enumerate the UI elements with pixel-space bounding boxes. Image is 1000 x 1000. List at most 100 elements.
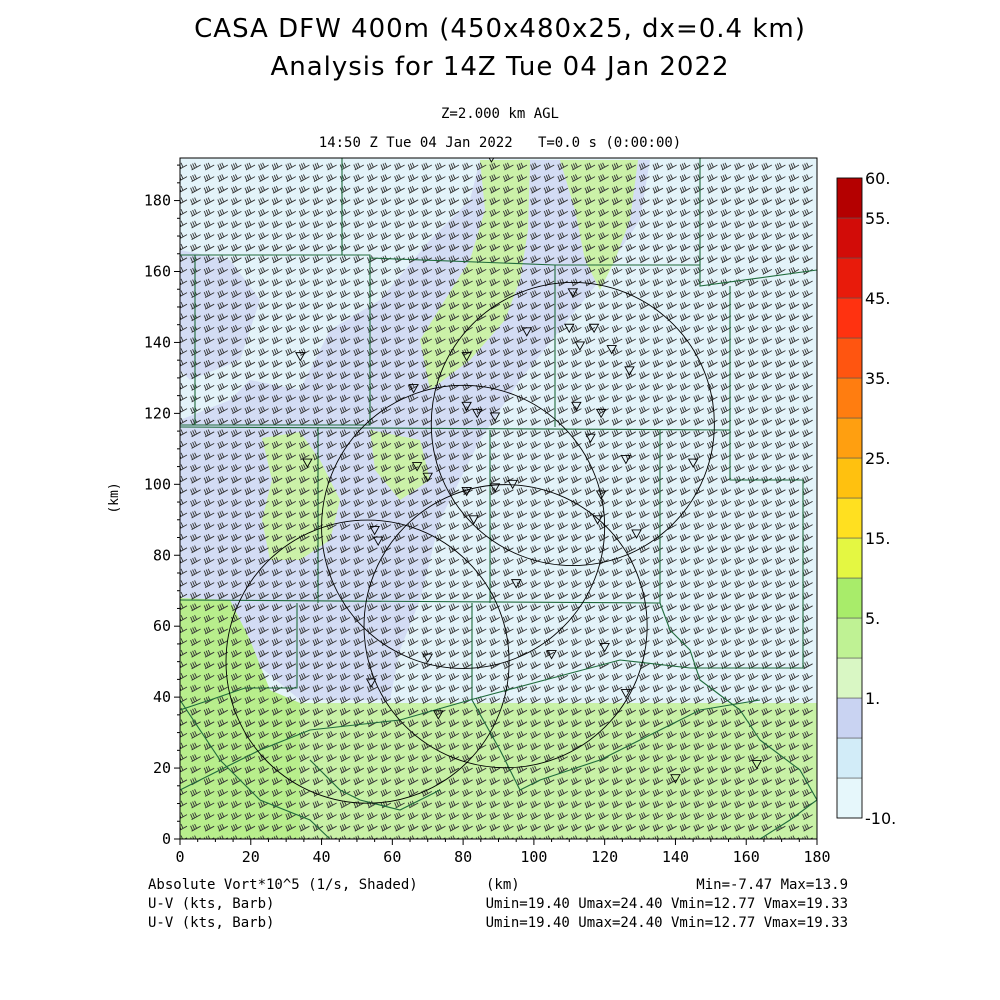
wind-barb — [761, 406, 773, 414]
wind-barb — [394, 336, 405, 345]
wind-barb — [611, 626, 623, 635]
wind-barb — [679, 336, 691, 345]
wind-barb — [394, 394, 405, 403]
wind-barb — [366, 499, 378, 507]
wind-barb — [448, 823, 460, 832]
wind-barb — [489, 789, 501, 797]
wind-barb — [530, 649, 541, 658]
wind-barb — [584, 464, 596, 472]
wind-barb — [489, 510, 501, 519]
wind-barb — [298, 557, 310, 565]
wind-barb — [448, 371, 460, 380]
wind-barb — [190, 545, 201, 554]
wind-barb — [788, 499, 800, 507]
wind-barb — [734, 812, 745, 820]
wind-barb — [693, 812, 705, 820]
wind-barb — [353, 626, 365, 635]
wind-barb — [598, 255, 609, 264]
wind-barb — [258, 267, 269, 275]
wind-barb — [203, 278, 215, 287]
wind-barb — [230, 684, 242, 693]
station-marker — [369, 525, 380, 536]
wind-barb — [638, 278, 650, 287]
wind-barb — [394, 719, 405, 728]
wind-barb — [679, 452, 691, 461]
wind-barb — [462, 510, 473, 519]
wind-barb — [502, 429, 514, 438]
wind-barb — [788, 719, 800, 728]
wind-barb — [312, 243, 324, 252]
wind-barb — [557, 185, 569, 194]
wind-barb — [570, 464, 582, 472]
wind-barb — [652, 348, 664, 356]
wind-barb — [462, 522, 473, 530]
county-line — [180, 603, 298, 711]
wind-barb — [720, 359, 732, 368]
wind-barb — [326, 197, 337, 206]
wind-barb — [244, 290, 256, 298]
wind-barb — [217, 232, 229, 240]
wind-barb — [802, 545, 813, 554]
wind-barb — [747, 580, 759, 588]
wind-barb — [366, 406, 378, 414]
wind-barb — [285, 475, 297, 484]
wind-barb — [679, 394, 691, 403]
wind-barb — [570, 510, 582, 519]
wind-barb — [298, 325, 310, 333]
wind-barb — [448, 394, 460, 403]
wind-barb — [530, 267, 541, 275]
wind-barb — [530, 406, 541, 414]
wind-barb — [774, 754, 786, 762]
wind-barb — [625, 661, 637, 670]
wind-barb — [706, 383, 718, 391]
wind-barb — [720, 383, 732, 391]
wind-barb — [543, 754, 555, 762]
wind-barb — [638, 348, 650, 356]
wind-barb — [557, 313, 569, 322]
wind-barb — [244, 383, 256, 391]
wind-barb — [802, 591, 813, 600]
wind-barb — [679, 313, 691, 322]
wind-barb — [394, 742, 405, 751]
wind-barb — [530, 209, 541, 217]
wind-barb — [530, 661, 541, 670]
wind-barb — [230, 232, 242, 240]
wind-barb — [475, 661, 487, 670]
wind-barb — [462, 568, 473, 577]
wind-barb — [448, 441, 460, 449]
wind-barb — [530, 499, 541, 507]
wind-barb — [761, 557, 773, 565]
wind-barb — [652, 684, 664, 693]
wind-barb — [734, 510, 745, 519]
wind-barb — [217, 290, 229, 298]
wind-barb — [734, 278, 745, 287]
wind-barb — [326, 510, 337, 519]
wind-barb — [421, 452, 433, 461]
wind-barb — [190, 325, 201, 333]
wind-barb — [652, 487, 664, 496]
wind-barb — [666, 510, 677, 519]
wind-barb — [190, 696, 201, 704]
wind-barb — [679, 267, 691, 275]
wind-barb — [380, 475, 392, 484]
wind-barb — [217, 162, 229, 171]
wind-barb — [611, 742, 623, 751]
wind-barb — [530, 591, 541, 600]
wind-barb — [217, 301, 229, 310]
wind-barb — [530, 754, 541, 762]
station-marker — [670, 774, 681, 784]
wind-barb — [584, 557, 596, 565]
wind-barb — [734, 765, 745, 774]
wind-barb — [190, 580, 201, 588]
wind-barb — [570, 580, 582, 588]
wind-barb — [298, 626, 310, 635]
wind-barb — [802, 684, 813, 693]
wind-barb — [258, 359, 269, 368]
wind-barb — [448, 499, 460, 507]
wind-barb — [761, 522, 773, 530]
wind-barb — [530, 383, 541, 391]
wind-barb — [434, 452, 446, 461]
wind-barb — [679, 557, 691, 565]
wind-barb — [353, 383, 365, 391]
wind-barb — [489, 371, 501, 380]
